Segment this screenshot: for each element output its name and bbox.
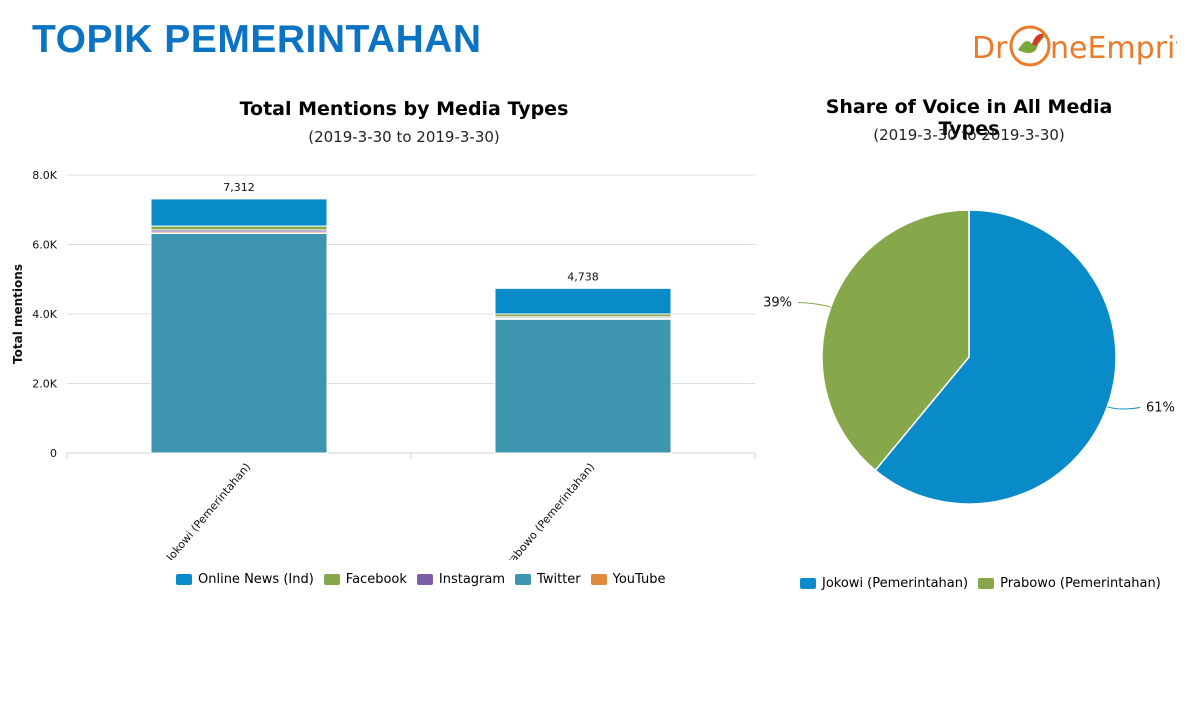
pie-connector-line xyxy=(797,301,831,308)
pie-data-label: 39% xyxy=(763,295,792,310)
bar-total-label: 7,312 xyxy=(223,181,255,194)
legend-item[interactable]: Jokowi (Pemerintahan) xyxy=(800,576,968,591)
bar-segment-twitter xyxy=(494,318,672,454)
legend-label: Prabowo (Pemerintahan) xyxy=(1000,576,1161,591)
logo-ring-icon xyxy=(1009,25,1051,67)
pie-chart-title: Share of Voice in All Media Types xyxy=(825,96,1113,140)
bar-segment-twitter xyxy=(150,232,328,454)
y-axis-label: Total mentions xyxy=(11,264,25,364)
legend-item[interactable]: YouTube xyxy=(590,572,666,587)
pie-connector-line xyxy=(1107,406,1141,410)
bar-segment-facebook xyxy=(150,225,328,231)
bar-segment-online-news-ind- xyxy=(150,198,328,227)
legend-label: YouTube xyxy=(612,572,666,587)
legend-item[interactable]: Twitter xyxy=(515,572,581,587)
y-tick-label: 2.0K xyxy=(32,378,57,391)
x-tick-label: Jokowi (Pemerintahan) xyxy=(163,461,253,560)
legend-item[interactable]: Online News (Ind) xyxy=(176,572,314,587)
pie-slice xyxy=(821,209,970,472)
legend-swatch xyxy=(515,574,532,585)
legend-swatch xyxy=(176,574,192,585)
legend-label: Instagram xyxy=(438,572,506,587)
brand-logo: Dr neEmprit xyxy=(972,22,1177,72)
bar-chart-title: Total Mentions by Media Types xyxy=(239,98,569,120)
logo-text-part1: Dr xyxy=(972,31,1008,66)
pie-chart: 61% 39% xyxy=(763,209,1175,505)
y-tick-label: 0 xyxy=(50,447,57,460)
pie-data-label: 61% xyxy=(1146,401,1175,416)
legend-swatch xyxy=(800,578,816,589)
bar-chart-subtitle: (2019-3-30 to 2019-3-30) xyxy=(308,128,500,146)
drone-emprit-logo-icon: Dr neEmprit xyxy=(972,25,1177,67)
legend-label: Twitter xyxy=(537,572,581,587)
legend-swatch xyxy=(416,574,433,585)
bar-chart-legend: Online News (Ind) Facebook Instagram Twitte… xyxy=(176,572,675,587)
logo-bird-icon xyxy=(1018,35,1046,53)
legend-swatch xyxy=(978,578,995,589)
legend-swatch xyxy=(323,574,340,585)
y-tick-label: 8.0K xyxy=(32,169,57,182)
bar-segment-online-news-ind- xyxy=(494,287,672,315)
legend-item[interactable]: Facebook xyxy=(323,572,407,587)
page-title: TOPIK PEMERINTAHAN xyxy=(32,18,482,61)
legend-label: Online News (Ind) xyxy=(198,572,314,587)
legend-item[interactable]: Instagram xyxy=(416,572,506,587)
pie-chart-legend: Jokowi (Pemerintahan) Prabowo (Pemerintah… xyxy=(800,576,1171,591)
y-tick-label: 4.0K xyxy=(32,308,57,321)
legend-swatch xyxy=(590,574,607,585)
y-tick-label: 6.0K xyxy=(32,239,57,252)
bar-total-label: 4,738 xyxy=(567,270,599,283)
legend-item[interactable]: Prabowo (Pemerintahan) xyxy=(978,576,1161,591)
x-tick-label: Prabowo (Pemerintahan) xyxy=(500,461,597,560)
legend-label: Jokowi (Pemerintahan) xyxy=(822,576,969,591)
legend-label: Facebook xyxy=(345,572,407,587)
logo-text-part2: neEmprit xyxy=(1050,31,1177,66)
pie-chart-subtitle: (2019-3-30 to 2019-3-30) xyxy=(873,126,1065,144)
bar-chart: 0 2.0K 4.0K 6.0K 8.0K Total mentions 7,312 Joko… xyxy=(11,169,756,560)
